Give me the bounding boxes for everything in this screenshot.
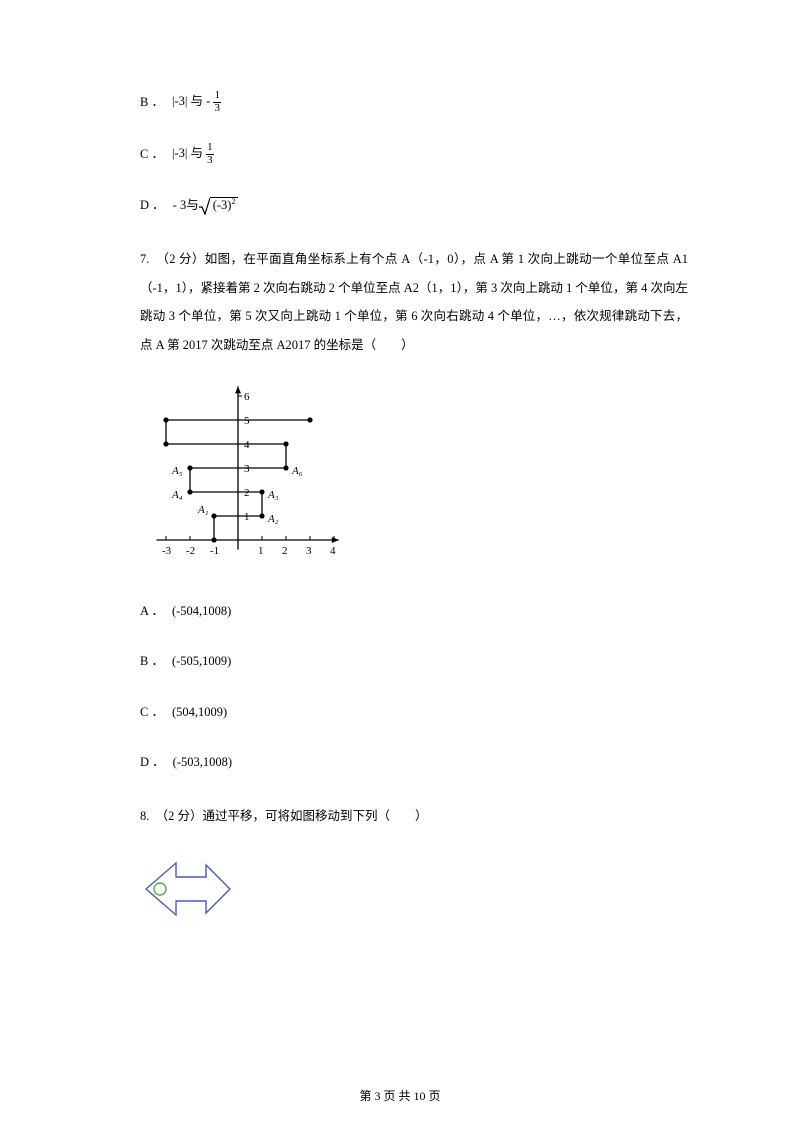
svg-text:3: 3	[306, 545, 312, 557]
fraction: 1 3	[213, 90, 221, 114]
rad-base: (-3)	[213, 199, 232, 213]
q7-option-c: C ． (504,1009)	[112, 701, 688, 724]
option-c-label: C ．	[140, 143, 164, 166]
lhs-text: - 3	[173, 198, 187, 212]
q7-a-coords: (-504,1008)	[172, 600, 231, 623]
svg-text:A₄: A₄	[171, 489, 183, 501]
frac-num: 1	[207, 142, 213, 154]
joiner-text: 与	[191, 146, 204, 160]
svg-text:-3: -3	[162, 545, 172, 557]
option-b-formula: |-3| 与 - 1 3	[172, 90, 221, 114]
q8-figure	[136, 841, 688, 941]
q7-text: 7. （2 分）如图，在平面直角坐标系上有个点 A（-1，0），点 A 第 1 …	[140, 245, 688, 360]
svg-text:A₂: A₂	[267, 513, 279, 525]
svg-text:1: 1	[258, 545, 264, 557]
q7-option-b: B ． (-505,1009)	[112, 650, 688, 673]
q7-graph: 1 2 3 4 5 6 -3 -2 -1 1 2 3 4 A₁ A₂ A₃ A₄ A₅ A₆	[136, 380, 688, 576]
sign-text: -	[206, 94, 210, 108]
frac-den: 3	[213, 102, 221, 115]
page: B ． |-3| 与 - 1 3 C ． |-3| 与 1 3 D ． - 3与…	[0, 0, 800, 1132]
radical-icon	[199, 197, 210, 215]
svg-text:A₃: A₃	[267, 489, 279, 501]
svg-text:1: 1	[244, 511, 250, 523]
q7-b-label: B ．	[140, 650, 164, 673]
abs-text: |-3|	[172, 146, 187, 160]
option-b: B ． |-3| 与 - 1 3	[112, 90, 688, 114]
rad-exp: 2	[231, 197, 235, 206]
fish-shape	[136, 841, 240, 937]
option-d: D ． - 3与 (-3)2	[112, 194, 688, 217]
svg-text:-2: -2	[186, 545, 195, 557]
footer-text: 第 3 页 共 10 页	[359, 1089, 440, 1103]
option-c-formula: |-3| 与 1 3	[172, 142, 214, 166]
sqrt: (-3)2	[199, 197, 239, 215]
q7-c-coords: (504,1009)	[172, 701, 227, 724]
q7-d-coords: (-503,1008)	[173, 751, 232, 774]
svg-text:A₆: A₆	[291, 465, 303, 477]
svg-text:A₁: A₁	[197, 504, 209, 516]
joiner-text: 与	[186, 198, 199, 212]
svg-text:6: 6	[244, 391, 250, 403]
svg-text:2: 2	[282, 545, 288, 557]
page-footer: 第 3 页 共 10 页	[0, 1087, 800, 1104]
option-d-label: D ．	[140, 194, 165, 217]
svg-text:5: 5	[244, 415, 250, 427]
svg-text:2: 2	[244, 487, 250, 499]
coordinate-graph: 1 2 3 4 5 6 -3 -2 -1 1 2 3 4 A₁ A₂ A₃ A₄ A₅ A₆	[136, 380, 346, 572]
svg-text:4: 4	[244, 439, 250, 451]
option-b-label: B ．	[140, 91, 164, 114]
q7-b-coords: (-505,1009)	[172, 650, 231, 673]
joiner-text: 与	[191, 94, 204, 108]
svg-text:3: 3	[244, 463, 250, 475]
abs-text: |-3|	[172, 94, 187, 108]
radicand: (-3)2	[210, 197, 239, 213]
option-d-formula: - 3与 (-3)2	[173, 194, 239, 217]
q7-option-a: A ． (-504,1008)	[112, 600, 688, 623]
q7-c-label: C ．	[140, 701, 164, 724]
svg-text:4: 4	[330, 545, 336, 557]
q7-option-d: D ． (-503,1008)	[112, 751, 688, 774]
q7-d-label: D ．	[140, 751, 165, 774]
frac-num: 1	[214, 90, 220, 102]
fraction: 1 3	[206, 142, 214, 166]
option-c: C ． |-3| 与 1 3	[112, 142, 688, 166]
q8-text: 8. （2 分）通过平移，可将如图移动到下列（ ）	[140, 802, 688, 831]
svg-text:A₅: A₅	[171, 465, 183, 477]
q7-a-label: A ．	[140, 600, 164, 623]
svg-text:-1: -1	[210, 545, 219, 557]
frac-den: 3	[206, 154, 214, 167]
